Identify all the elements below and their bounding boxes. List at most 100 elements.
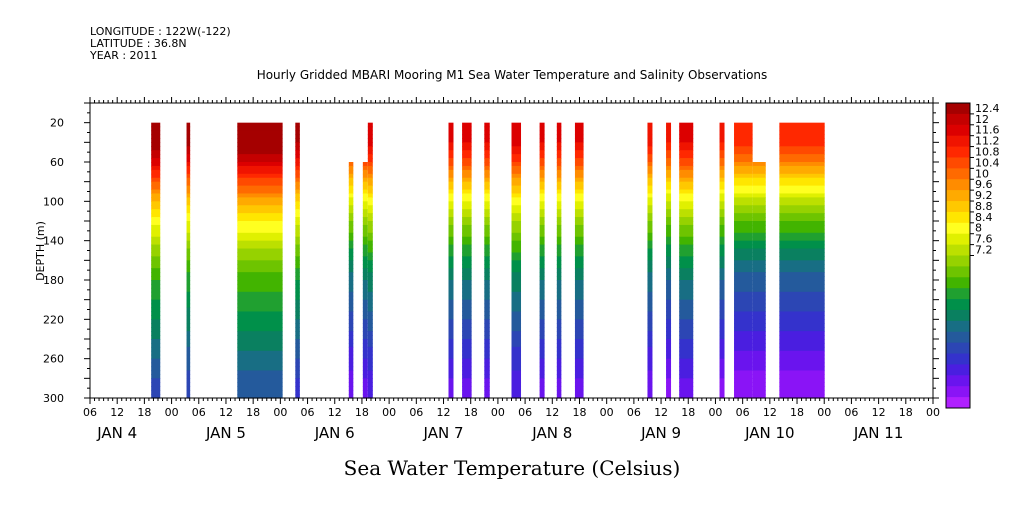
data-cell	[511, 236, 522, 242]
data-cell	[295, 287, 300, 293]
data-cell	[779, 339, 825, 344]
data-cell	[539, 122, 545, 128]
data-cell	[348, 327, 354, 332]
data-cell	[151, 287, 161, 293]
data-cell	[295, 362, 300, 368]
data-cell	[647, 162, 653, 167]
data-cell	[679, 134, 694, 139]
data-cell	[511, 362, 522, 368]
data-cell	[556, 158, 562, 163]
data-cell	[647, 134, 653, 139]
data-cell	[556, 276, 562, 281]
data-cell	[779, 158, 825, 163]
data-cell	[237, 232, 283, 238]
data-cell	[484, 295, 490, 301]
data-cell	[511, 205, 522, 210]
data-cell	[574, 240, 584, 246]
data-cell	[237, 264, 283, 269]
data-cell	[367, 311, 373, 316]
data-cell	[186, 362, 191, 368]
data-cell	[237, 122, 283, 128]
data-cell	[511, 169, 522, 175]
data-cell	[556, 256, 562, 261]
data-cell	[237, 126, 283, 132]
data-cell	[462, 276, 472, 281]
data-cell	[679, 221, 694, 226]
data-cell	[362, 299, 368, 305]
data-cell	[348, 346, 354, 352]
data-cell	[574, 122, 584, 128]
data-cell	[295, 130, 300, 136]
data-cell	[448, 244, 454, 250]
data-cell	[362, 370, 368, 375]
data-cell	[367, 248, 373, 254]
data-cell	[647, 260, 653, 265]
data-cell	[779, 201, 825, 206]
data-cell	[679, 287, 694, 293]
data-cell	[539, 260, 545, 265]
axis-layer: 06 12 18 00 06 12 18 00 06 12 18 00 06 12 18 00 06 12 18 00…	[43, 97, 940, 442]
data-cell	[484, 331, 490, 336]
data-cell	[511, 370, 522, 375]
data-cell	[511, 189, 522, 195]
data-cell	[362, 354, 368, 360]
data-cell	[448, 197, 454, 202]
x-tick-label: 12	[219, 406, 233, 419]
data-cell	[367, 154, 373, 159]
data-cell	[679, 158, 694, 163]
data-cell	[186, 244, 191, 250]
data-cell	[752, 260, 766, 265]
data-cell	[719, 142, 725, 147]
data-cell	[348, 272, 354, 277]
data-cell	[362, 272, 368, 277]
data-cell	[151, 236, 161, 242]
data-cell	[779, 287, 825, 293]
data-cell	[647, 209, 653, 214]
data-cell	[186, 240, 191, 246]
y-tick-label: 60	[50, 156, 64, 169]
data-cell	[511, 346, 522, 352]
data-cell	[556, 209, 562, 214]
data-cell	[348, 209, 354, 214]
data-cell	[666, 252, 672, 257]
data-cell	[186, 311, 191, 316]
data-cell	[511, 256, 522, 261]
data-cell	[448, 260, 454, 265]
data-cell	[448, 283, 454, 289]
data-cell	[484, 193, 490, 198]
data-cell	[539, 366, 545, 372]
data-cell	[348, 331, 354, 336]
data-cell	[539, 126, 545, 132]
colorbar-swatch	[946, 135, 970, 148]
data-cell	[186, 158, 191, 163]
data-cell	[511, 299, 522, 305]
data-cell	[574, 311, 584, 316]
data-cell	[367, 331, 373, 336]
x-tick-label: 18	[137, 406, 151, 419]
data-cell	[295, 154, 300, 159]
data-cell	[151, 339, 161, 344]
data-cell	[719, 303, 725, 309]
data-cell	[511, 213, 522, 218]
data-cell	[752, 350, 766, 356]
data-cell	[574, 370, 584, 375]
data-cell	[779, 307, 825, 313]
data-cell	[647, 142, 653, 147]
data-cell	[539, 213, 545, 218]
data-cell	[666, 350, 672, 356]
data-cell	[574, 272, 584, 277]
x-day-label: JAN 6	[314, 424, 355, 442]
data-cell	[666, 134, 672, 139]
data-cell	[448, 303, 454, 309]
data-cell	[539, 287, 545, 293]
data-cell	[362, 201, 368, 206]
data-cell	[151, 221, 161, 226]
data-cell	[556, 264, 562, 269]
data-cell	[679, 260, 694, 265]
data-cell	[362, 378, 368, 383]
data-cell	[752, 244, 766, 250]
data-cell	[647, 154, 653, 159]
colorbar: 12.41211.611.210.810.4109.69.28.88.487.6…	[945, 102, 1000, 409]
data-cell	[151, 319, 161, 324]
data-cell	[779, 193, 825, 198]
